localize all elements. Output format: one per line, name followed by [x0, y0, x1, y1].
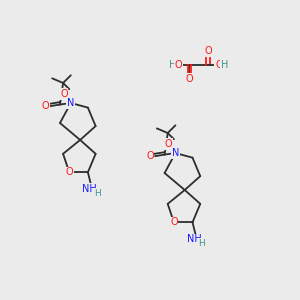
- Text: O: O: [146, 151, 154, 161]
- Text: H: H: [198, 238, 205, 247]
- Text: O: O: [186, 74, 193, 84]
- Text: O: O: [60, 89, 68, 99]
- Text: O: O: [41, 101, 49, 111]
- Text: N: N: [172, 148, 179, 158]
- Text: NH: NH: [187, 234, 201, 244]
- Text: H: H: [169, 60, 177, 70]
- Text: O: O: [170, 217, 178, 227]
- Text: O: O: [65, 167, 73, 177]
- Text: N: N: [67, 98, 74, 108]
- Text: O: O: [165, 139, 172, 149]
- Text: NH: NH: [82, 184, 97, 194]
- Text: H: H: [94, 189, 101, 198]
- Text: O: O: [215, 60, 223, 70]
- Text: O: O: [175, 60, 182, 70]
- Text: O: O: [204, 46, 212, 56]
- Text: H: H: [220, 60, 228, 70]
